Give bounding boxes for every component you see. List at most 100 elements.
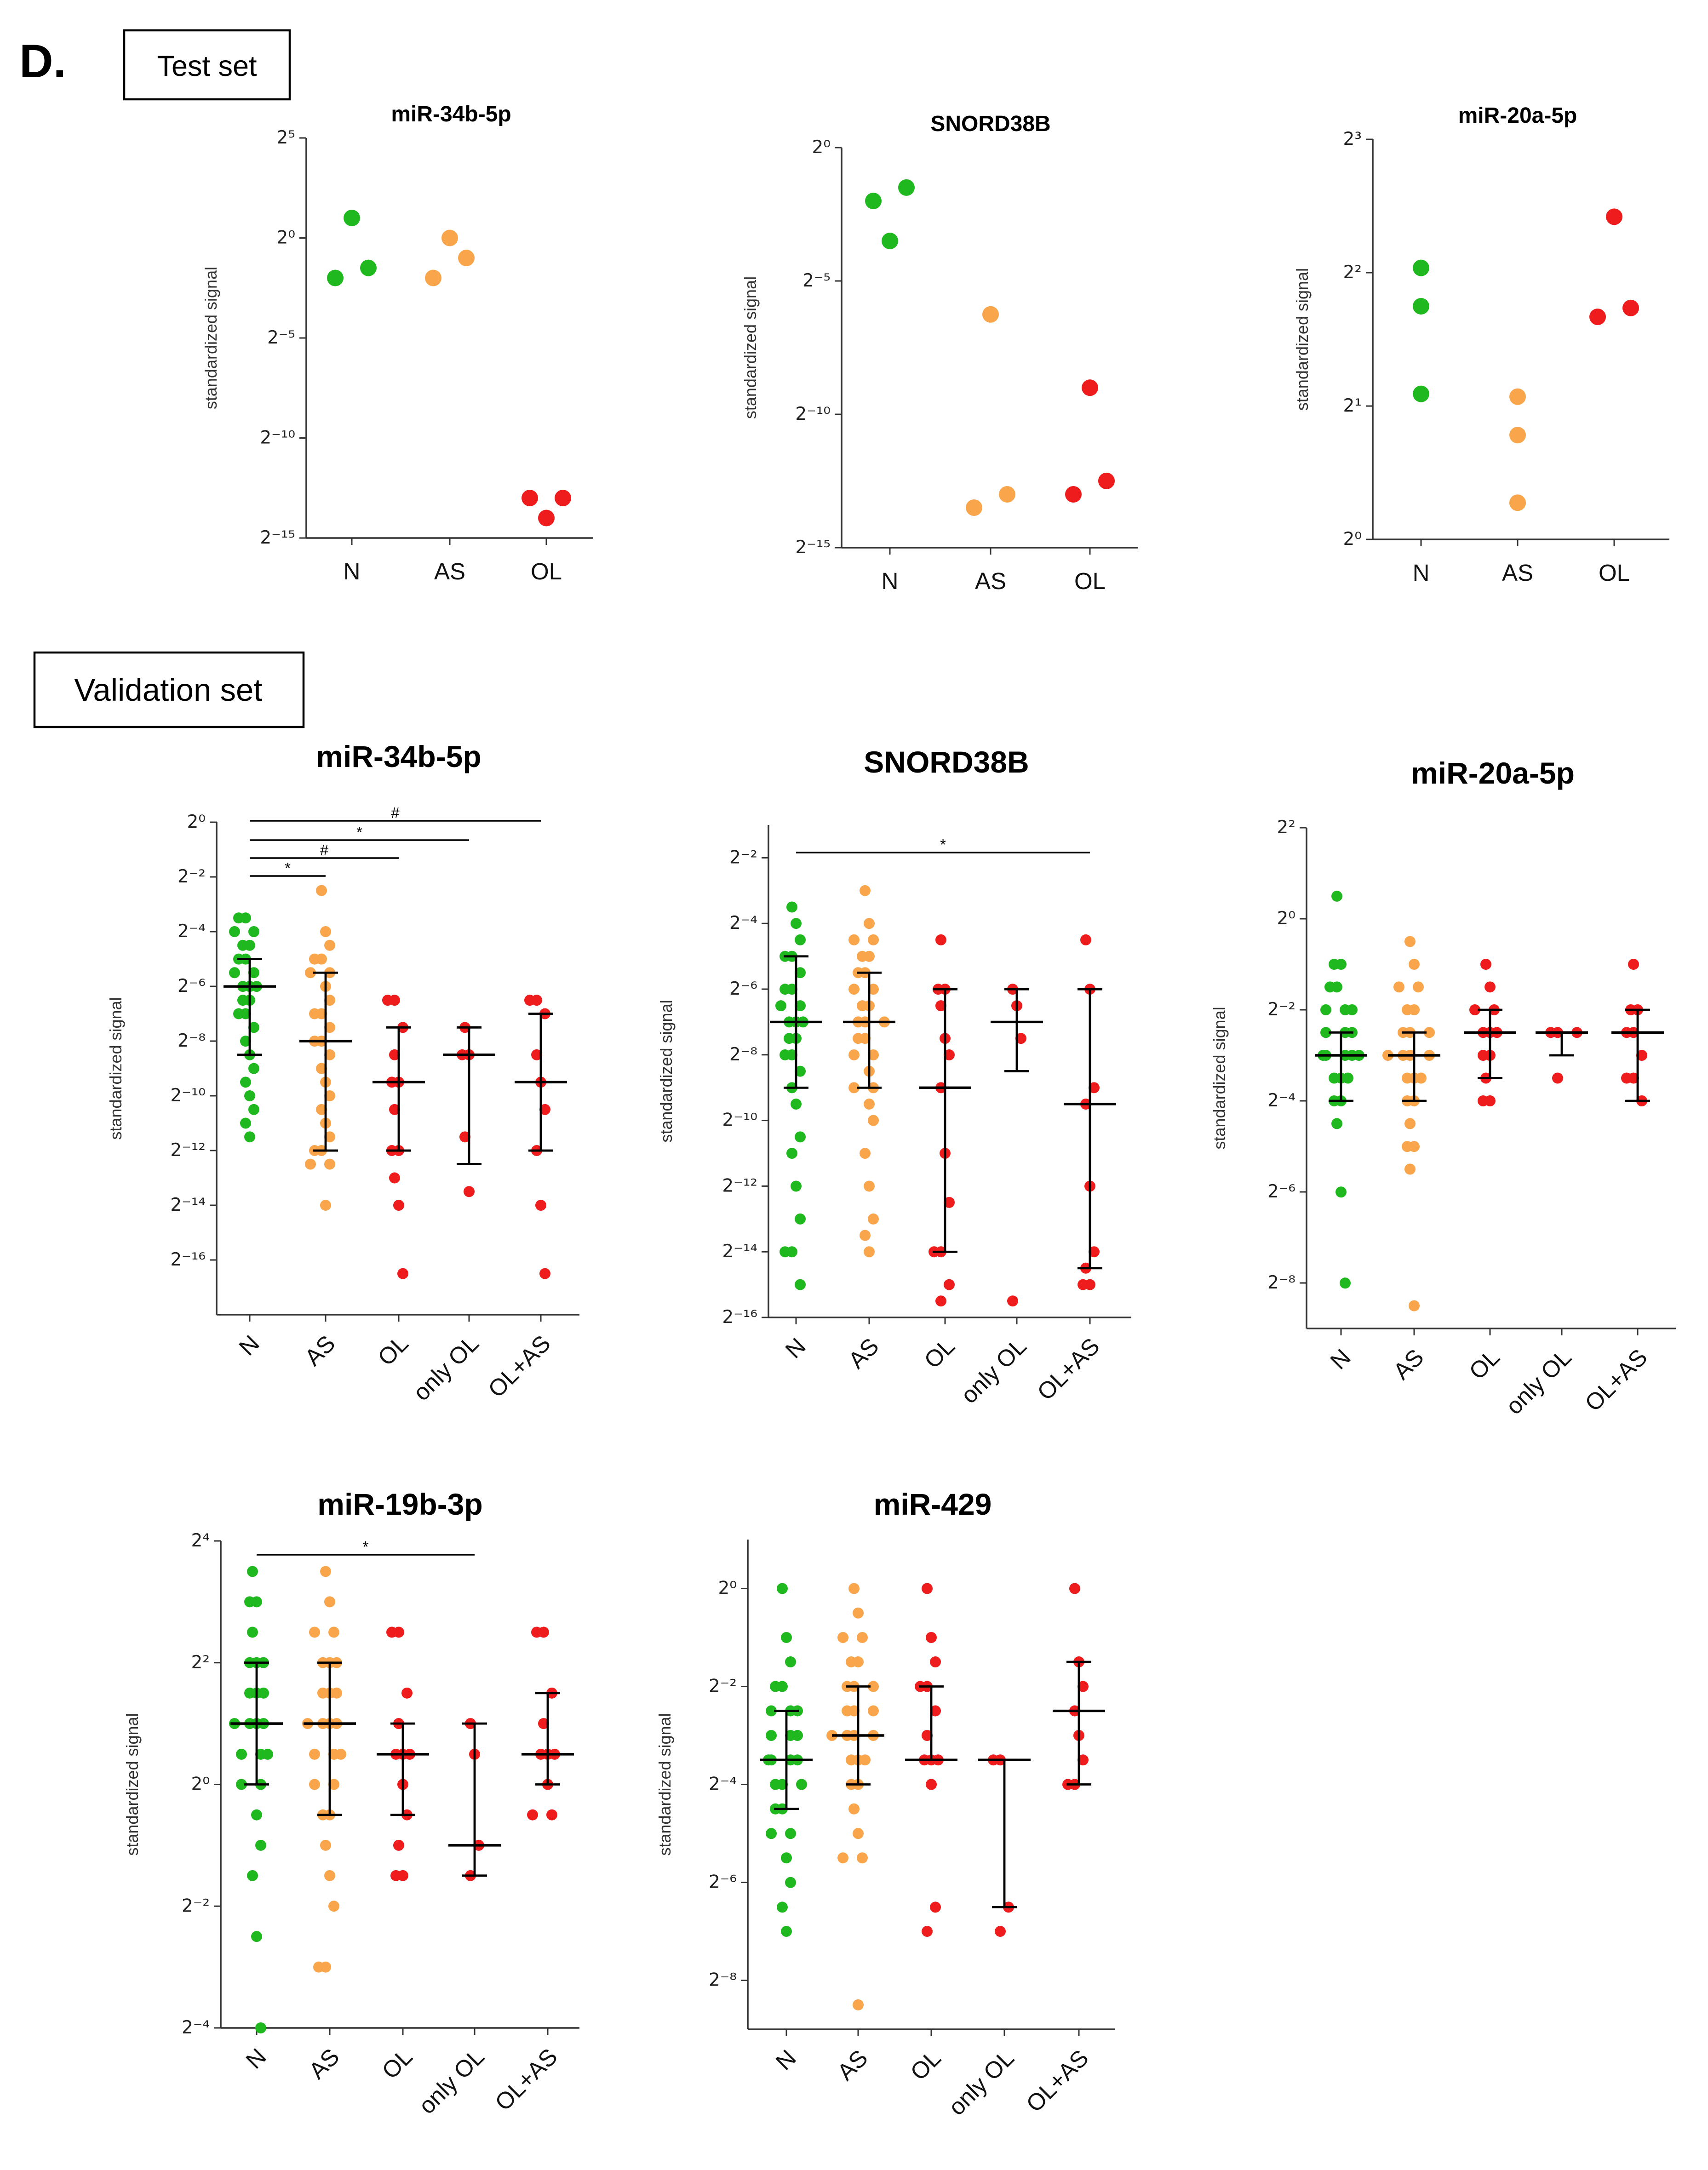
y-tick-label: 2⁻¹² bbox=[170, 1140, 206, 1161]
data-point bbox=[389, 1172, 400, 1184]
chart-title: miR-20a-5p bbox=[1411, 756, 1575, 790]
data-point bbox=[860, 885, 871, 896]
y-tick-label: 2⁰ bbox=[1277, 908, 1295, 929]
data-point bbox=[922, 1583, 933, 1594]
data-point bbox=[791, 918, 802, 929]
data-point bbox=[316, 885, 327, 896]
data-point bbox=[930, 1901, 941, 1913]
x-tick-label: OL bbox=[1464, 1344, 1504, 1384]
data-point bbox=[1324, 981, 1335, 993]
panel-label: D. bbox=[19, 35, 66, 87]
data-point bbox=[779, 1049, 791, 1060]
data-point bbox=[328, 1626, 339, 1638]
data-point bbox=[229, 967, 240, 979]
data-point bbox=[1636, 1050, 1647, 1061]
data-point bbox=[1320, 1004, 1331, 1015]
data-point bbox=[1098, 472, 1115, 489]
data-point bbox=[999, 486, 1015, 503]
data-point bbox=[1335, 1186, 1347, 1198]
y-axis-label: standardized signal bbox=[741, 276, 760, 419]
data-point bbox=[1082, 379, 1098, 396]
x-tick-label: AS bbox=[1388, 1344, 1428, 1384]
data-point bbox=[779, 1246, 791, 1258]
data-point bbox=[237, 939, 248, 951]
significance-label: # bbox=[320, 842, 329, 859]
data-point bbox=[1329, 1072, 1340, 1084]
data-point bbox=[781, 1632, 792, 1643]
data-point bbox=[324, 1022, 335, 1033]
data-point bbox=[1015, 1033, 1026, 1044]
data-point bbox=[777, 1901, 788, 1913]
y-tick-label: 2⁻⁸ bbox=[1267, 1272, 1295, 1293]
x-tick-label: OL+AS bbox=[1580, 1344, 1652, 1416]
data-point bbox=[316, 1063, 327, 1074]
data-point bbox=[785, 1877, 796, 1888]
data-point bbox=[397, 1268, 408, 1279]
data-point bbox=[527, 1809, 538, 1821]
data-point bbox=[791, 1098, 802, 1110]
y-tick-label: 2⁻¹⁰ bbox=[795, 404, 831, 424]
data-point bbox=[922, 1730, 933, 1741]
chart-title: SNORD38B bbox=[864, 745, 1029, 779]
data-point bbox=[982, 306, 999, 323]
x-tick-label: N bbox=[234, 1330, 264, 1360]
data-point bbox=[857, 1632, 868, 1643]
y-tick-label: 2⁻⁶ bbox=[1267, 1181, 1295, 1202]
data-point bbox=[393, 1200, 404, 1211]
data-point bbox=[324, 1131, 335, 1143]
data-point bbox=[240, 1117, 251, 1129]
y-tick-label: 2⁻¹² bbox=[722, 1175, 757, 1196]
data-point bbox=[1413, 259, 1429, 276]
x-tick-label: only OL bbox=[413, 2043, 489, 2119]
data-point bbox=[1413, 981, 1424, 993]
data-point bbox=[389, 1104, 400, 1115]
data-point bbox=[309, 1008, 320, 1019]
data-point bbox=[935, 934, 946, 945]
data-point bbox=[328, 1779, 339, 1790]
data-point bbox=[324, 1596, 335, 1608]
data-point bbox=[995, 1926, 1006, 1937]
data-point bbox=[1080, 934, 1091, 945]
chart-title: miR-429 bbox=[874, 1487, 992, 1521]
data-point bbox=[324, 1049, 335, 1060]
x-tick-label: OL+AS bbox=[1021, 2044, 1094, 2117]
x-tick-label: AS bbox=[1502, 560, 1533, 586]
data-point bbox=[237, 995, 248, 1006]
data-point bbox=[779, 984, 791, 995]
data-point bbox=[320, 1839, 331, 1851]
data-point bbox=[393, 1839, 404, 1851]
x-tick-label: AS bbox=[975, 568, 1006, 594]
data-point bbox=[781, 1852, 792, 1864]
y-axis-label: standardized signal bbox=[106, 997, 125, 1139]
x-tick-label: N bbox=[780, 1333, 810, 1363]
data-point bbox=[784, 1033, 795, 1044]
data-point bbox=[1413, 385, 1429, 402]
x-tick-label: OL bbox=[919, 1333, 959, 1373]
significance-label: * bbox=[285, 859, 291, 876]
data-point bbox=[305, 967, 316, 979]
data-point bbox=[1509, 388, 1526, 405]
data-point bbox=[331, 1687, 342, 1699]
data-point bbox=[344, 210, 360, 226]
data-point bbox=[898, 179, 915, 196]
data-point bbox=[1409, 1300, 1420, 1311]
data-point bbox=[539, 1104, 550, 1115]
data-point bbox=[796, 1779, 807, 1790]
data-point bbox=[247, 1566, 258, 1577]
chart-title: miR-34b-5p bbox=[316, 739, 481, 773]
data-point bbox=[944, 1197, 955, 1208]
significance-label: * bbox=[363, 1538, 369, 1555]
chart-title: miR-19b-3p bbox=[317, 1487, 482, 1521]
data-point bbox=[1089, 1246, 1100, 1258]
data-point bbox=[1089, 1082, 1100, 1094]
data-point bbox=[248, 1063, 259, 1074]
y-tick-label: 2² bbox=[1343, 262, 1362, 283]
y-tick-label: 2⁵ bbox=[277, 127, 295, 148]
data-point bbox=[935, 1000, 946, 1012]
data-point bbox=[1589, 308, 1606, 325]
data-point bbox=[766, 1705, 777, 1717]
data-point bbox=[1340, 1277, 1351, 1289]
data-point bbox=[853, 1607, 864, 1619]
data-point bbox=[868, 1705, 879, 1717]
data-point bbox=[926, 1632, 937, 1643]
